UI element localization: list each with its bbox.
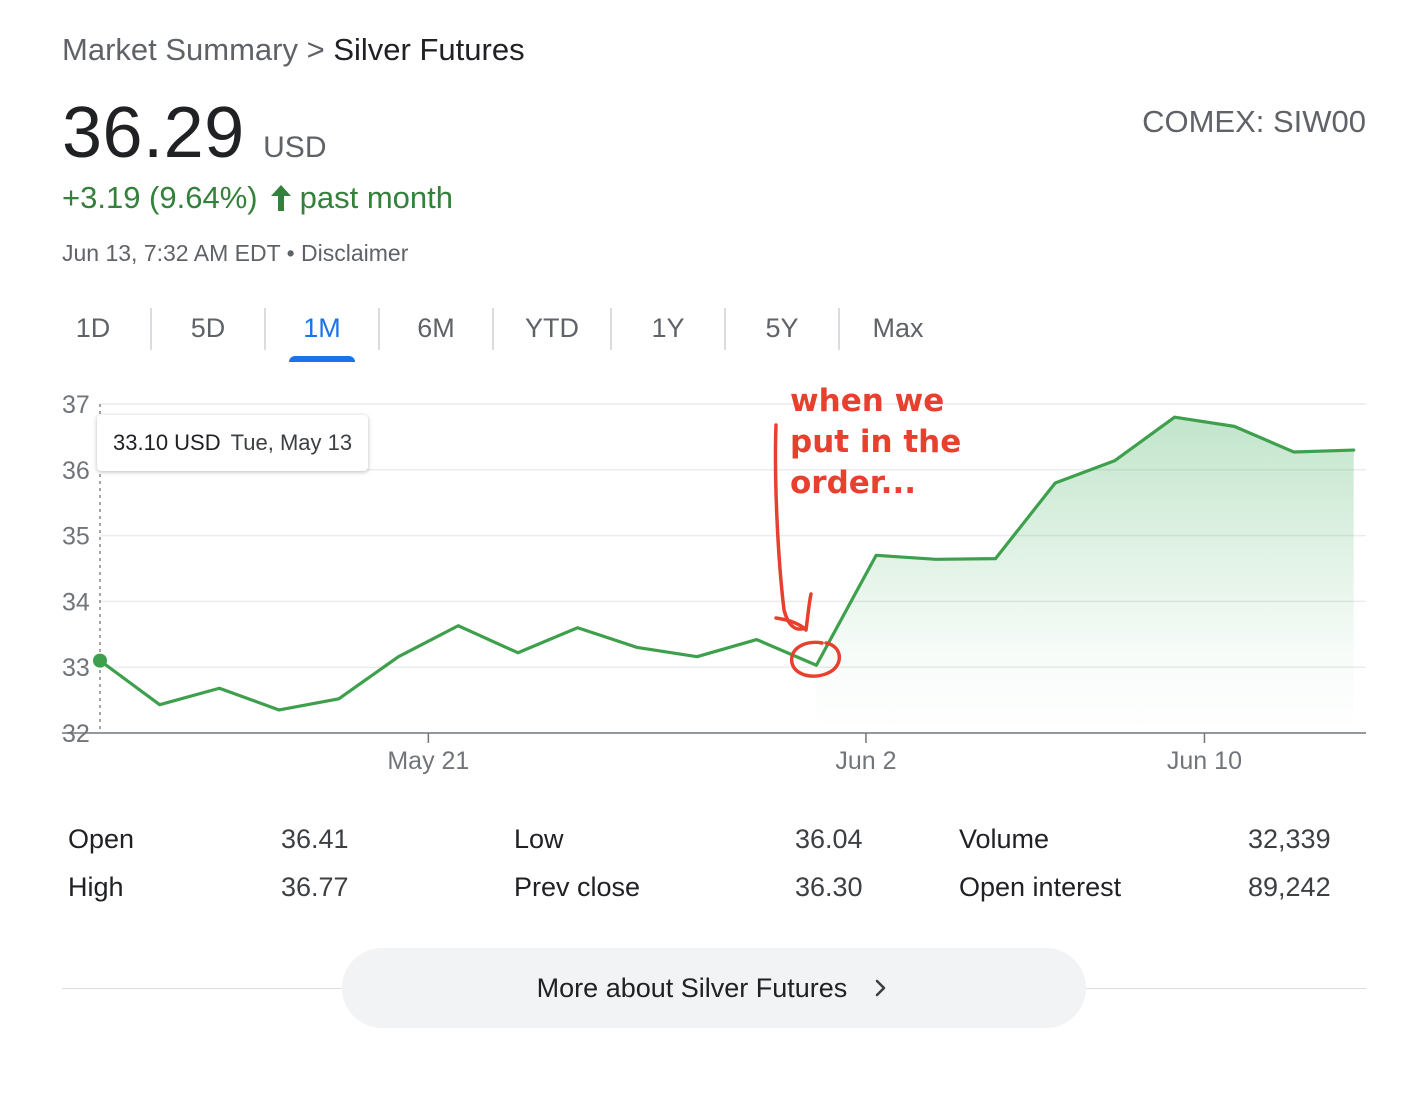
stat-value-open: 36.41: [281, 824, 349, 854]
tab-divider: [838, 308, 840, 350]
stat-label-prev-close: Prev close: [514, 872, 641, 902]
stat-value-low: 36.04: [795, 824, 863, 854]
current-price: 36.29: [62, 93, 245, 173]
stat-label-high: High: [68, 872, 124, 902]
quote-timestamp: Jun 13, 7:32 AM EDT • Disclaimer: [62, 240, 408, 267]
annotation-arrow-shaft: [773, 423, 807, 631]
stats-table: Open 36.41 High 36.77 Low 36.04 Prev clo…: [68, 818, 1348, 918]
change-period: past month: [299, 180, 453, 215]
annotation-line: put in the: [790, 424, 961, 460]
tab-5y[interactable]: 5Y: [726, 306, 838, 360]
tab-label: 1D: [75, 313, 111, 343]
tab-divider: [724, 308, 726, 350]
tab-divider: [610, 308, 612, 350]
annotation: when we put in the order...: [773, 383, 961, 678]
price-currency: USD: [263, 131, 327, 164]
breadcrumb-parent[interactable]: Market Summary: [62, 32, 298, 67]
price-row: 36.29 USD: [62, 92, 326, 174]
y-tick-label: 35: [62, 523, 90, 551]
tab-max[interactable]: Max: [840, 306, 956, 360]
tab-label: 1M: [303, 313, 341, 343]
price-change: +3.19 (9.64%) past month: [62, 180, 453, 216]
y-tick-label: 37: [62, 391, 90, 419]
chevron-right-icon: [876, 979, 886, 997]
annotation-arrow-head: [774, 592, 813, 632]
more-about-button[interactable]: More about Silver Futures: [342, 948, 1086, 1028]
tab-6m[interactable]: 6M: [380, 306, 492, 360]
tab-label: 5D: [190, 313, 226, 343]
breadcrumb-separator: >: [306, 32, 325, 67]
tooltip-date: Tue, May 13: [230, 430, 353, 455]
annotation-line: when we: [790, 383, 944, 419]
stat-value-open-interest: 89,242: [1248, 872, 1331, 902]
exchange-symbol: COMEX: SIW00: [1142, 104, 1366, 139]
x-tick-label: Jun 2: [835, 747, 896, 775]
change-value: +3.19 (9.64%): [62, 180, 258, 215]
hover-dot: [93, 653, 107, 668]
x-tick-label: Jun 10: [1167, 747, 1242, 775]
stat-value-high: 36.77: [281, 872, 349, 902]
price-chart[interactable]: 37 36 35 34 33 32 May 21 Jun 2 Jun 10 when we p…: [0, 370, 1410, 790]
stat-value-prev-close: 36.30: [795, 872, 863, 902]
timestamp-separator: •: [286, 240, 295, 266]
arrow-up-icon: [270, 185, 291, 211]
tab-divider: [150, 308, 152, 350]
more-about-label: More about Silver Futures: [536, 972, 848, 1003]
stat-label-open: Open: [68, 824, 135, 854]
tab-label: YTD: [525, 313, 579, 343]
chart-tooltip: 33.10 USD Tue, May 13: [97, 415, 369, 471]
active-tab-indicator: [289, 356, 355, 362]
annotation-line: order...: [790, 465, 916, 501]
tab-divider: [264, 308, 266, 350]
tab-1d[interactable]: 1D: [36, 306, 150, 360]
stat-label-open-interest: Open interest: [959, 872, 1122, 902]
y-tick-label: 34: [62, 588, 90, 616]
price-line: [98, 415, 1356, 712]
tab-divider: [378, 308, 380, 350]
stat-label-volume: Volume: [959, 824, 1050, 854]
timestamp-text: Jun 13, 7:32 AM EDT: [62, 240, 281, 266]
y-tick-label: 33: [62, 654, 90, 682]
breadcrumb-current: Silver Futures: [333, 32, 525, 67]
price-area-fill: [816, 417, 1354, 733]
stat-label-low: Low: [514, 824, 564, 854]
y-tick-label: 36: [62, 457, 90, 485]
x-tick-label: May 21: [387, 747, 469, 775]
tab-label: 6M: [417, 313, 455, 343]
tooltip-value: 33.10 USD: [113, 430, 221, 455]
tab-label: Max: [872, 313, 924, 343]
tab-1y[interactable]: 1Y: [612, 306, 724, 360]
tab-label: 1Y: [651, 313, 685, 343]
annotation-circle: [790, 640, 841, 678]
disclaimer-link[interactable]: Disclaimer: [301, 240, 409, 266]
tab-divider: [492, 308, 494, 350]
tab-1m[interactable]: 1M: [266, 306, 378, 362]
breadcrumb: Market Summary > Silver Futures: [62, 32, 525, 68]
tab-label: 5Y: [765, 313, 799, 343]
tab-5d[interactable]: 5D: [152, 306, 264, 360]
stat-value-volume: 32,339: [1248, 824, 1331, 854]
range-tabs: 1D 5D 1M 6M YTD 1Y 5Y Max: [36, 306, 966, 362]
y-tick-label: 32: [62, 720, 90, 748]
tab-ytd[interactable]: YTD: [494, 306, 610, 360]
